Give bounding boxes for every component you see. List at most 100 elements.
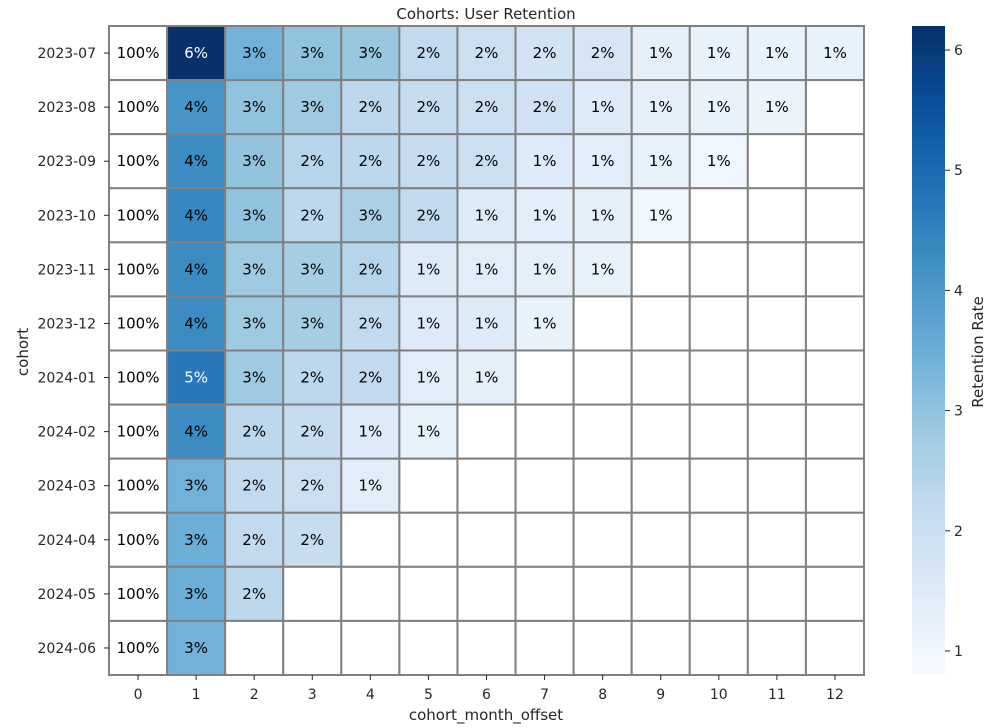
cell-value-label: 1% — [533, 152, 557, 170]
cell-value-label: 1% — [358, 423, 382, 441]
cell-value-label: 5% — [184, 369, 208, 387]
heatmap-cell — [746, 295, 807, 352]
heatmap-cell — [688, 619, 749, 677]
heatmap-cell — [746, 241, 807, 298]
heatmap-cell — [398, 565, 459, 622]
colorbar-tick-label: 3 — [954, 404, 963, 420]
heatmap-cell — [746, 349, 807, 406]
cell-value-label: 1% — [591, 152, 615, 170]
cell-value-label: 1% — [417, 369, 441, 387]
cell-value-label: 4% — [184, 98, 208, 116]
x-tick-label: 3 — [308, 687, 317, 703]
cell-value-label: 2% — [417, 98, 441, 116]
cell-value-label: 1% — [649, 98, 673, 116]
heatmap-cell — [340, 403, 401, 460]
heatmap-cell — [804, 403, 866, 460]
heatmap-cell — [688, 457, 749, 514]
heatmap-cell — [398, 457, 459, 514]
heatmap-cell — [688, 565, 749, 622]
heatmap-cell — [804, 511, 866, 568]
x-tick-label: 7 — [540, 687, 549, 703]
heatmap-cell — [340, 511, 401, 568]
heatmap-cell — [108, 349, 169, 406]
heatmap-cell — [282, 349, 343, 406]
cell-value-label: 3% — [358, 206, 382, 224]
colorbar-tick-label: 6 — [954, 43, 963, 59]
cell-value-label: 100% — [117, 314, 160, 332]
heatmap-cell — [630, 295, 691, 352]
cell-value-label: 2% — [242, 585, 266, 603]
heatmap-cell — [804, 241, 866, 298]
cell-value-label: 3% — [358, 44, 382, 62]
cell-value-label: 1% — [707, 44, 731, 62]
cell-value-label: 4% — [184, 314, 208, 332]
heatmap-cell — [514, 403, 575, 460]
heatmap-cell — [224, 241, 285, 298]
cell-value-label: 2% — [300, 423, 324, 441]
x-tick-label: 12 — [826, 687, 844, 703]
x-tick-label: 2 — [250, 687, 259, 703]
heatmap-cell — [514, 349, 575, 406]
heatmap-cell — [572, 457, 633, 514]
colorbar-tick-label: 5 — [954, 163, 963, 179]
heatmap-cell — [340, 457, 401, 514]
heatmap-cell — [166, 133, 227, 190]
cell-value-label: 3% — [242, 44, 266, 62]
heatmap-cell — [514, 25, 575, 82]
chart-title: Cohorts: User Retention — [396, 5, 575, 23]
cell-value-label: 3% — [242, 369, 266, 387]
heatmap-cell — [688, 511, 749, 568]
cell-value-label: 4% — [184, 152, 208, 170]
y-tick-label: 2024-06 — [38, 641, 97, 657]
heatmap-cell — [688, 403, 749, 460]
heatmap-cell — [224, 403, 285, 460]
heatmap-cell — [514, 79, 575, 136]
y-tick-labels: 2023-07 2023-08 2023-09 2023-10 2023-11 2023-… — [38, 46, 109, 657]
cell-value-label: 3% — [184, 585, 208, 603]
cell-value-label: 2% — [300, 369, 324, 387]
cell-value-label: 3% — [242, 260, 266, 278]
cell-value-label: 1% — [707, 152, 731, 170]
colorbar — [912, 26, 945, 675]
cell-value-label: 2% — [358, 260, 382, 278]
cell-value-label: 2% — [300, 152, 324, 170]
cell-value-label: 100% — [117, 152, 160, 170]
heatmap-cell — [746, 511, 807, 568]
cell-value-label: 2% — [475, 98, 499, 116]
cell-value-label: 1% — [475, 369, 499, 387]
cell-value-label: 3% — [242, 152, 266, 170]
heatmap-cell — [572, 349, 633, 406]
heatmap-cell — [688, 349, 749, 406]
heatmap-cell — [108, 619, 169, 677]
cell-value-label: 1% — [765, 98, 789, 116]
cell-value-label: 1% — [475, 314, 499, 332]
colorbar-tick-label: 2 — [954, 524, 963, 540]
heatmap-cell — [282, 619, 343, 677]
cell-value-label: 1% — [649, 152, 673, 170]
heatmap-cell — [572, 295, 633, 352]
heatmap-cell — [224, 79, 285, 136]
heatmap-cell — [572, 241, 633, 298]
colorbar-tick-label: 1 — [954, 644, 963, 660]
cell-value-label: 1% — [591, 206, 615, 224]
y-tick-label: 2023-07 — [38, 46, 97, 62]
cell-value-label: 100% — [117, 477, 160, 495]
cell-value-label: 1% — [591, 260, 615, 278]
y-tick-label: 2024-05 — [38, 587, 97, 603]
y-tick-label: 2024-03 — [38, 479, 97, 495]
heatmap-cell — [688, 295, 749, 352]
cell-value-label: 100% — [117, 98, 160, 116]
heatmap-cell — [746, 457, 807, 514]
cell-value-label: 2% — [358, 369, 382, 387]
cell-value-label: 4% — [184, 423, 208, 441]
heatmap-cell — [746, 25, 807, 82]
cell-value-label: 2% — [417, 152, 441, 170]
heatmap-cell — [804, 565, 866, 622]
heatmap-cell — [166, 241, 227, 298]
x-tick-label: 0 — [134, 687, 143, 703]
heatmap-cell — [688, 187, 749, 244]
heatmap-cell — [630, 349, 691, 406]
heatmap-cell — [804, 79, 866, 136]
heatmap-cell — [398, 349, 459, 406]
cell-value-label: 3% — [242, 314, 266, 332]
